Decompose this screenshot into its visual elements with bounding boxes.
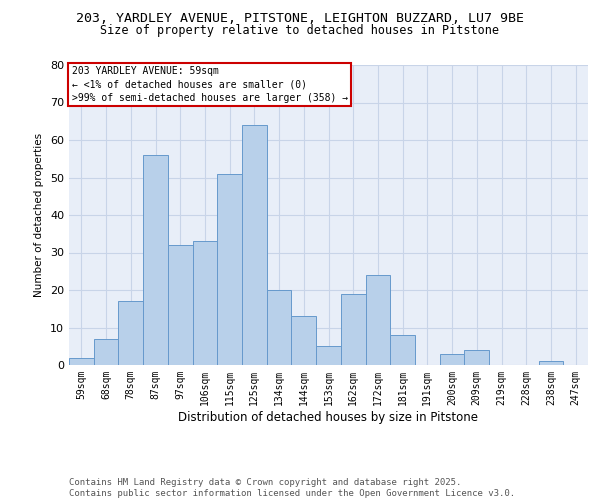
Bar <box>143 155 168 365</box>
X-axis label: Distribution of detached houses by size in Pitstone: Distribution of detached houses by size … <box>179 410 479 424</box>
Bar <box>242 125 267 365</box>
Bar <box>267 290 292 365</box>
Bar <box>94 339 118 365</box>
Bar <box>118 301 143 365</box>
Bar <box>193 242 217 365</box>
Text: 203 YARDLEY AVENUE: 59sqm
← <1% of detached houses are smaller (0)
>99% of semi-: 203 YARDLEY AVENUE: 59sqm ← <1% of detac… <box>71 66 348 103</box>
Bar <box>292 316 316 365</box>
Bar <box>464 350 489 365</box>
Y-axis label: Number of detached properties: Number of detached properties <box>34 133 44 297</box>
Bar <box>168 245 193 365</box>
Bar <box>69 358 94 365</box>
Bar <box>316 346 341 365</box>
Text: Size of property relative to detached houses in Pitstone: Size of property relative to detached ho… <box>101 24 499 37</box>
Bar <box>341 294 365 365</box>
Bar <box>217 174 242 365</box>
Bar <box>539 361 563 365</box>
Bar <box>440 354 464 365</box>
Bar <box>390 335 415 365</box>
Bar <box>365 275 390 365</box>
Text: 203, YARDLEY AVENUE, PITSTONE, LEIGHTON BUZZARD, LU7 9BE: 203, YARDLEY AVENUE, PITSTONE, LEIGHTON … <box>76 12 524 26</box>
Text: Contains HM Land Registry data © Crown copyright and database right 2025.
Contai: Contains HM Land Registry data © Crown c… <box>69 478 515 498</box>
